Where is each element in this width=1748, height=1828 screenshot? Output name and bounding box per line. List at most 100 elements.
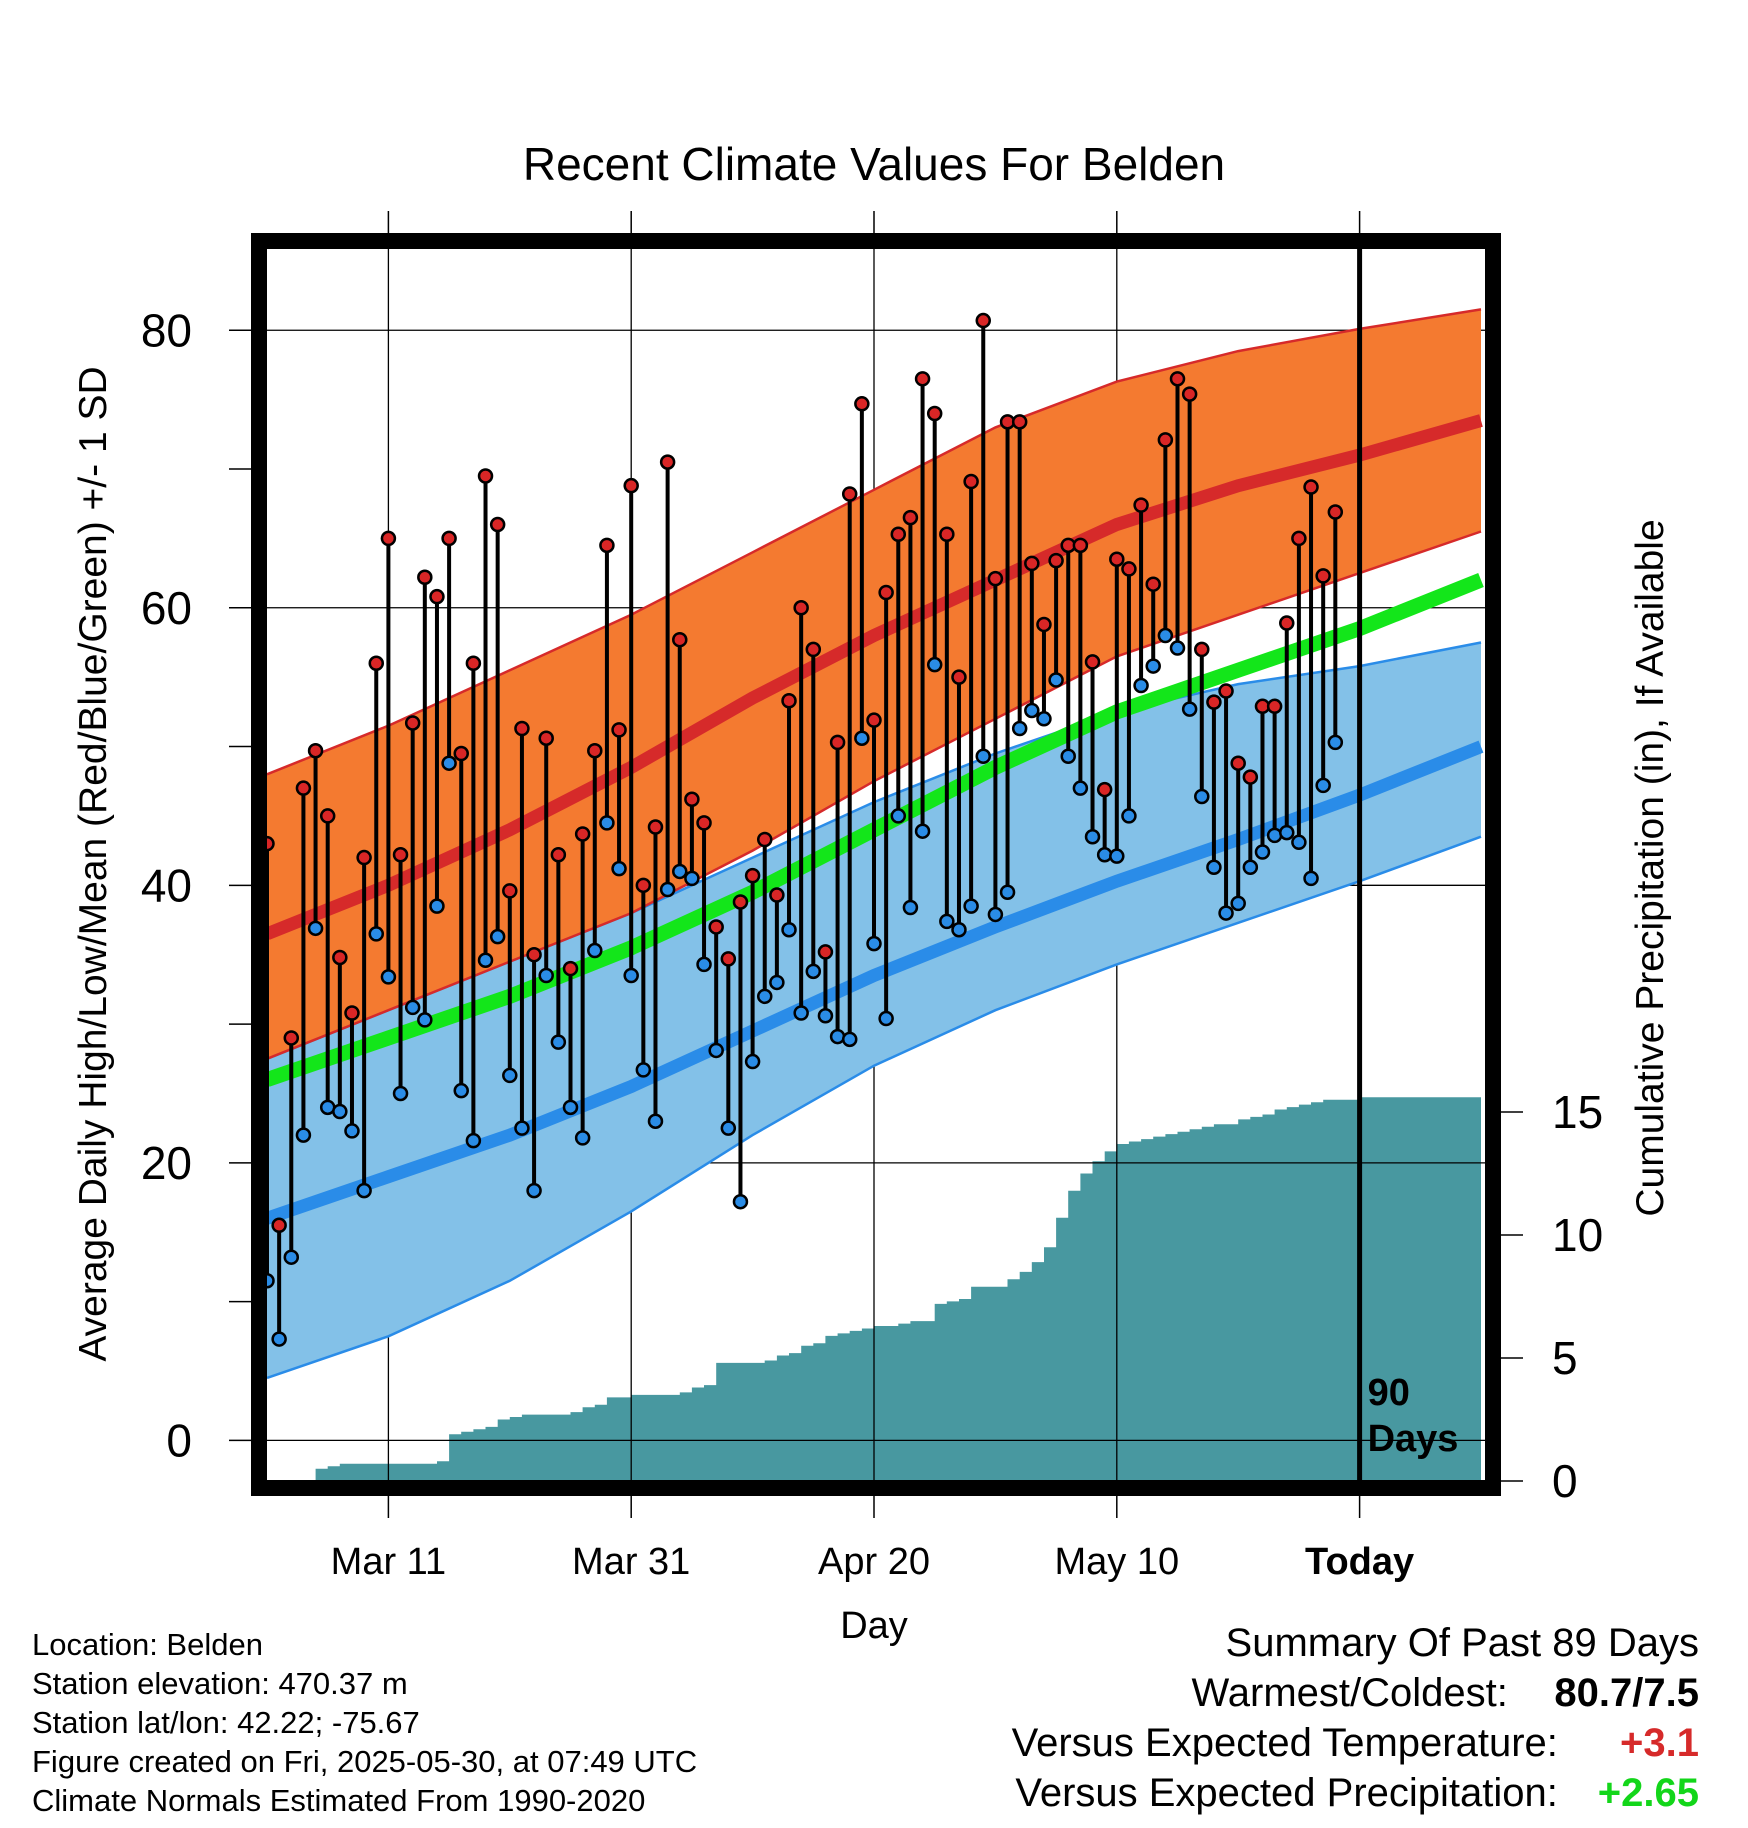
- daily-high-point: [441, 530, 457, 547]
- precip-area: [303, 1097, 1481, 1481]
- x-axis-label: Day: [840, 1605, 908, 1647]
- daily-high-point: [793, 600, 809, 616]
- daily-low-point: [744, 1053, 761, 1070]
- daily-low-point: [1218, 905, 1234, 921]
- daily-low-point: [987, 906, 1004, 923]
- daily-low-point: [295, 1127, 312, 1143]
- daily-high-point: [550, 847, 567, 863]
- daily-high-point: [817, 944, 834, 960]
- daily-high-point: [1315, 568, 1331, 584]
- latlon-text: Station lat/lon: 42.22; -75.67: [32, 1705, 420, 1740]
- daily-high-point: [1109, 551, 1125, 567]
- temp-label: Versus Expected Temperature:: [1011, 1721, 1558, 1765]
- daily-high-point: [380, 530, 397, 547]
- summary-warmest-row: Warmest/Coldest: 80.7/7.5: [1012, 1668, 1700, 1718]
- daily-low-point: [283, 1249, 300, 1265]
- daily-low-point: [684, 870, 700, 887]
- daily-high-point: [502, 883, 518, 899]
- daily-high-point: [756, 831, 773, 848]
- daily-low-point: [1230, 895, 1246, 912]
- daily-high-point: [1084, 654, 1101, 670]
- daily-low-point: [805, 963, 822, 980]
- daily-low-point: [999, 884, 1016, 901]
- daily-low-point: [611, 860, 627, 877]
- daily-low-point: [878, 1010, 894, 1027]
- daily-high-point: [271, 1217, 287, 1234]
- daily-low-point: [1036, 711, 1052, 727]
- daily-low-point: [599, 815, 615, 831]
- daily-low-point: [1181, 701, 1198, 717]
- y2-tick-label: 5: [1552, 1332, 1578, 1384]
- created-text: Figure created on Fri, 2025-05-30, at 07…: [32, 1744, 698, 1779]
- plot-area: [265, 247, 1487, 1482]
- daily-low-point: [975, 748, 992, 765]
- daily-high-point: [283, 1030, 300, 1046]
- warmest-label: Warmest/Coldest:: [1191, 1671, 1508, 1715]
- low-lower-edge: [266, 835, 1482, 1380]
- y2-tick-label: 0: [1552, 1455, 1578, 1507]
- daily-low-point: [1145, 658, 1161, 674]
- daily-low-point: [672, 863, 688, 880]
- daily-high-point: [526, 946, 542, 963]
- daily-low-point: [708, 1042, 724, 1059]
- daily-low-point: [696, 956, 712, 973]
- daily-low-point: [1194, 788, 1210, 805]
- daily-high-point: [562, 960, 579, 977]
- daily-low-point: [356, 1182, 372, 1199]
- daily-high-point: [902, 509, 919, 526]
- daily-low-point: [635, 1062, 652, 1078]
- low-sd-band: [267, 642, 1481, 1378]
- high-upper-edge: [266, 308, 1482, 776]
- daily-high-point: [429, 588, 445, 605]
- daily-high-point: [623, 477, 639, 494]
- daily-high-point: [1194, 641, 1210, 658]
- daily-low-point: [732, 1193, 749, 1210]
- daily-high-point: [841, 486, 858, 502]
- daily-low-point: [587, 942, 603, 959]
- daily-high-point: [744, 867, 761, 884]
- daily-high-point: [599, 537, 615, 554]
- daily-low-point: [404, 999, 421, 1016]
- daily-low-point: [926, 656, 943, 673]
- normals-text: Climate Normals Estimated From 1990-2020: [32, 1783, 646, 1818]
- daily-high-point: [1242, 769, 1259, 785]
- high-normal-line: [265, 414, 1483, 940]
- daily-low-point: [1279, 824, 1295, 841]
- daily-high-point: [635, 877, 652, 894]
- daily-low-point: [756, 988, 773, 1005]
- daily-low-point: [1133, 677, 1149, 694]
- today-label-unit: Days: [1368, 1418, 1459, 1460]
- daily-low-point: [963, 898, 979, 914]
- x-tick-label: May 10: [1054, 1541, 1179, 1583]
- daily-high-point: [611, 722, 627, 738]
- daily-low-point: [769, 974, 785, 991]
- warmest-value: 80.7/7.5: [1554, 1671, 1699, 1715]
- daily-low-point: [368, 926, 385, 942]
- daily-high-point: [659, 454, 676, 470]
- daily-high-point: [805, 641, 822, 658]
- daily-high-point: [1072, 537, 1089, 554]
- daily-low-point: [902, 899, 919, 916]
- daily-low-point: [1048, 672, 1064, 688]
- daily-low-point: [1157, 627, 1174, 644]
- x-tick-label: Mar 11: [331, 1541, 446, 1583]
- daily-high-point: [696, 815, 712, 831]
- daily-high-point: [344, 1005, 360, 1021]
- daily-high-point: [1011, 414, 1028, 430]
- daily-low-point: [550, 1034, 567, 1050]
- daily-high-point: [1048, 552, 1064, 569]
- chart-title: Recent Climate Values For Belden: [523, 138, 1225, 190]
- daily-high-point: [538, 730, 554, 746]
- y-axis-label: Average Daily High/Low/Mean (Red/Blue/Gr…: [72, 366, 115, 1361]
- daily-high-point: [453, 745, 469, 762]
- daily-high-point: [781, 693, 797, 709]
- daily-low-point: [489, 928, 506, 945]
- daily-low-point: [720, 1120, 737, 1136]
- daily-low-point: [380, 969, 397, 985]
- daily-high-point: [1145, 576, 1161, 592]
- daily-low-point: [1254, 844, 1271, 860]
- daily-high-point: [1327, 504, 1344, 520]
- daily-low-point: [526, 1182, 542, 1199]
- daily-high-point: [1218, 683, 1234, 699]
- daily-high-point: [1181, 386, 1198, 402]
